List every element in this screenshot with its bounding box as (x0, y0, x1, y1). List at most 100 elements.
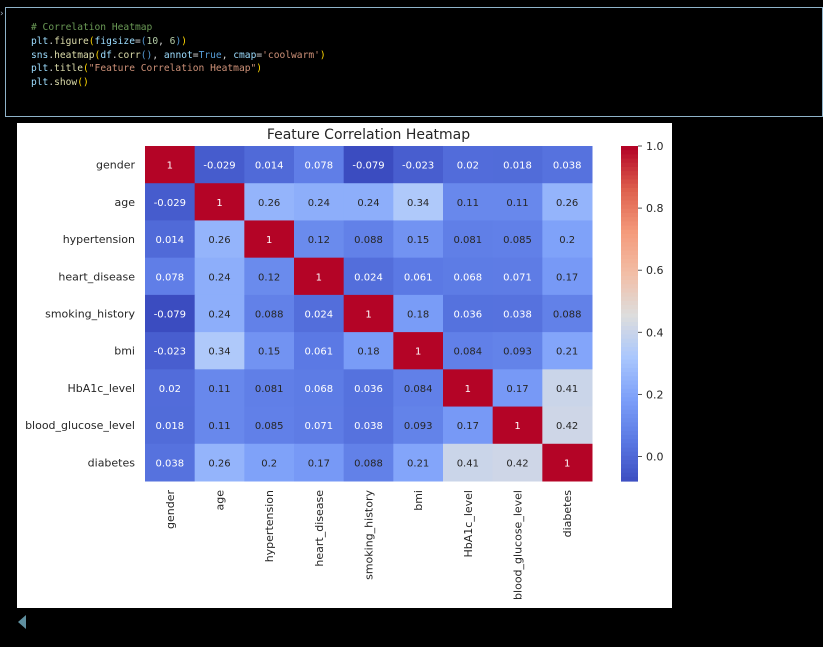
heatmap-cell (194, 406, 245, 445)
heatmap-cell (492, 406, 543, 445)
heatmap-cell (343, 257, 394, 296)
heatmap-cell (492, 294, 543, 333)
heatmap-cell (393, 146, 444, 184)
colorbar-segment (621, 380, 638, 386)
cell-annotation: 0.17 (308, 458, 330, 469)
cell-annotation: 0.084 (404, 384, 433, 395)
colorbar-segment (621, 422, 638, 428)
heatmap-cell (145, 443, 196, 482)
heatmap-cell (542, 332, 593, 370)
heatmap-cell (244, 443, 295, 482)
colorbar-tick-label: 1.0 (646, 140, 664, 153)
row-label: HbA1c_level (68, 382, 135, 395)
heatmap-cell (343, 294, 394, 333)
colorbar-segment (621, 439, 638, 444)
cell-annotation: 0.088 (354, 458, 383, 469)
colorbar-segment (621, 225, 638, 231)
heatmap-cell (492, 257, 543, 296)
cell-annotation: 1 (465, 384, 471, 395)
colorbar-segment (621, 166, 638, 172)
colorbar-segment (621, 326, 638, 331)
heatmap-cell (194, 443, 245, 482)
colorbar-segment (621, 338, 638, 344)
colorbar-segment (621, 213, 638, 218)
cell-annotation: 0.24 (308, 198, 330, 209)
cell-annotation: 0.068 (454, 272, 483, 283)
scroll-left-arrow-icon[interactable] (18, 615, 26, 629)
heatmap-cell (194, 183, 245, 221)
colorbar-segment (621, 388, 638, 394)
cell-annotation: 1 (415, 347, 421, 358)
cell-annotation: 0.018 (503, 161, 532, 172)
colorbar-segment (621, 426, 638, 432)
cell-annotation: 0.41 (556, 384, 578, 395)
cell-annotation: -0.079 (352, 161, 384, 172)
heatmap-cell (244, 369, 295, 408)
heatmap-cell (145, 220, 196, 259)
colorbar-segment (621, 250, 638, 256)
heatmap-cell (443, 220, 494, 259)
heatmap-cell (194, 257, 245, 296)
code-editor[interactable]: # Correlation Heatmap plt.figure(figsize… (31, 21, 326, 90)
colorbar-segment (621, 405, 638, 411)
heatmap-cell (145, 183, 196, 221)
colorbar-segment (621, 367, 638, 373)
colorbar-segment (621, 221, 638, 227)
cell-annotation: 0.093 (404, 421, 433, 432)
cell-annotation: 0.068 (305, 384, 334, 395)
heatmap-cell (244, 220, 295, 259)
heatmap-cell (542, 294, 593, 333)
cell-annotation: 0.061 (305, 347, 334, 358)
heatmap-cell (294, 257, 345, 296)
cell-annotation: 0.26 (208, 235, 230, 246)
colorbar-tick-label: 0.0 (646, 450, 664, 463)
heatmap-cell (542, 406, 593, 445)
colorbar-segment (621, 254, 638, 260)
colorbar-segment (621, 472, 638, 478)
heatmap-cell (194, 294, 245, 333)
cell-annotation: 0.081 (255, 384, 284, 395)
cell-annotation: 0.17 (506, 384, 528, 395)
heatmap-cell (443, 332, 494, 370)
code-cell[interactable]: # Correlation Heatmap plt.figure(figsize… (5, 7, 823, 117)
colorbar-segment (621, 288, 638, 294)
colorbar-segment (621, 246, 638, 252)
heatmap-svg: 1 -0.029 0.014 0.078 -0.079 -0.023 0.02 0.018 0.… (25, 140, 664, 600)
heatmap-cell (194, 369, 245, 408)
heatmap-cell (294, 183, 345, 221)
cell-annotation: 0.26 (258, 198, 280, 209)
row-label: smoking_history (45, 308, 135, 321)
heatmap-cell (145, 332, 196, 370)
row-label: hypertension (63, 233, 135, 246)
collapse-chevron-icon[interactable]: › (0, 9, 4, 19)
colorbar-segment (621, 305, 638, 310)
cell-annotation: 0.42 (556, 421, 578, 432)
cell-annotation: 0.018 (156, 421, 185, 432)
colorbar-segment (621, 271, 638, 277)
column-label: HbA1c_level (462, 490, 475, 557)
colorbar-segment (621, 317, 638, 323)
colorbar-segment (621, 275, 638, 281)
cell-annotation: 0.024 (354, 272, 383, 283)
colorbar-tick-label: 0.2 (646, 388, 664, 401)
row-label: age (115, 196, 136, 209)
colorbar-segment (621, 154, 638, 160)
colorbar-segment (621, 171, 638, 176)
heatmap-cell (492, 332, 543, 370)
colorbar-segment (621, 468, 638, 474)
column-label: gender (164, 490, 177, 529)
cell-annotation: 0.071 (503, 272, 532, 283)
cell-annotation: 0.014 (156, 235, 185, 246)
heatmap-cell (294, 294, 345, 333)
colorbar-segment (621, 397, 638, 403)
cell-annotation: 0.11 (208, 384, 230, 395)
colorbar-segment (621, 430, 638, 436)
heatmap-cell (343, 406, 394, 445)
cell-annotation: 1 (216, 198, 222, 209)
heatmap-cell (294, 220, 345, 259)
cell-annotation: 0.17 (457, 421, 479, 432)
column-label: blood_glucose_level (512, 490, 525, 600)
colorbar-segment (621, 296, 638, 302)
cell-annotation: 0.21 (407, 458, 429, 469)
heatmap-cell (145, 146, 196, 184)
